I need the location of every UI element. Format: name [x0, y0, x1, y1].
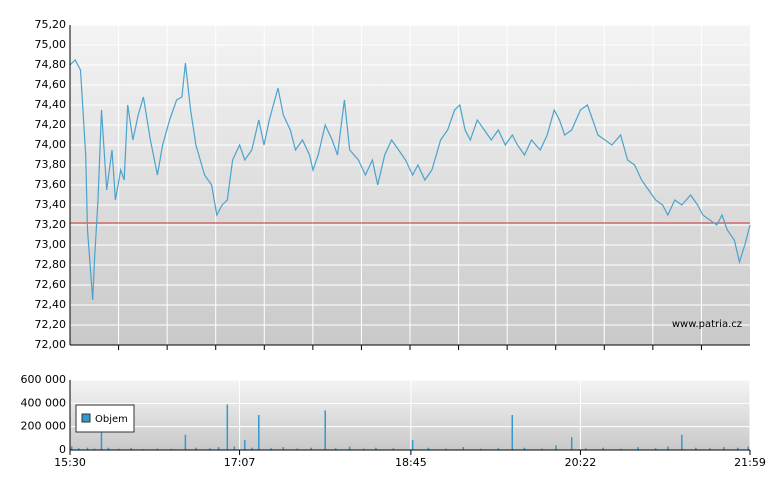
- volume-bar: [184, 434, 187, 450]
- y-tick-label: 72,60: [35, 278, 67, 291]
- y-tick-label: 74,20: [35, 118, 67, 131]
- volume-bar: [118, 448, 120, 450]
- volume-bar: [100, 432, 103, 450]
- volume-bar: [310, 447, 312, 450]
- y-tick-label: 400 000: [21, 396, 67, 409]
- y-tick-label: 73,60: [35, 178, 67, 191]
- volume-bar: [334, 448, 337, 450]
- x-tick-label: 21:59: [734, 456, 766, 469]
- y-tick-label: 72,80: [35, 258, 67, 271]
- volume-bar: [251, 447, 253, 450]
- y-tick-label: 73,40: [35, 198, 67, 211]
- volume-bar: [541, 448, 543, 450]
- volume-bar: [86, 447, 89, 450]
- volume-bar: [619, 448, 622, 450]
- volume-bar: [324, 410, 326, 450]
- volume-bar: [209, 448, 211, 450]
- volume-bar: [480, 448, 482, 450]
- legend-label: Objem: [95, 414, 128, 425]
- volume-bar: [226, 404, 229, 450]
- y-tick-label: 73,80: [35, 158, 67, 171]
- legend-swatch: [81, 413, 91, 423]
- volume-bar: [570, 437, 573, 450]
- volume-bar: [681, 434, 683, 450]
- price-line: [69, 59, 751, 301]
- volume-bar: [654, 448, 657, 450]
- volume-bar: [511, 415, 514, 450]
- y-tick-label: 72,20: [35, 318, 67, 331]
- volume-bar: [602, 447, 604, 450]
- y-tick-label: 200 000: [21, 420, 67, 433]
- volume-bar: [296, 448, 298, 450]
- y-tick-label: 72,40: [35, 298, 67, 311]
- volume-bar: [362, 448, 365, 450]
- watermark: www.patria.cz: [672, 319, 742, 330]
- volume-bar: [737, 447, 739, 450]
- volume-bar: [70, 446, 73, 450]
- volume-bar: [217, 447, 220, 450]
- volume-bar: [282, 447, 285, 450]
- volume-plot-area: [70, 380, 750, 450]
- volume-bar: [667, 446, 669, 450]
- volume-bar: [462, 447, 465, 450]
- x-tick-label: 17:07: [224, 456, 256, 469]
- x-tick-label: 15:30: [54, 456, 86, 469]
- volume-bar: [747, 446, 750, 450]
- volume-bar: [411, 440, 414, 450]
- volume-bar: [107, 447, 110, 450]
- y-tick-label: 74,00: [35, 138, 67, 151]
- y-tick-label: 600 000: [21, 373, 67, 386]
- volume-bar: [584, 448, 587, 450]
- volume-bar: [258, 415, 260, 450]
- y-tick-label: 74,60: [35, 78, 67, 91]
- y-tick-label: 0: [59, 443, 66, 456]
- volume-bar: [523, 447, 526, 450]
- volume-bar: [427, 447, 430, 450]
- volume-bar: [375, 447, 377, 450]
- volume-bar: [233, 446, 236, 450]
- volume-bar: [709, 448, 711, 450]
- volume-bar: [130, 447, 132, 450]
- legend-box: [75, 404, 135, 433]
- y-tick-label: 73,20: [35, 218, 67, 231]
- x-tick-label: 18:45: [395, 456, 427, 469]
- y-tick-label: 72,00: [35, 338, 67, 351]
- volume-bar: [156, 448, 159, 450]
- volume-bar: [555, 445, 557, 450]
- volume-bar: [392, 448, 395, 450]
- volume-bar: [93, 448, 96, 450]
- volume-bar: [637, 447, 639, 450]
- y-tick-label: 73,00: [35, 238, 67, 251]
- volume-bar: [244, 440, 246, 450]
- x-tick-label: 20:22: [565, 456, 597, 469]
- volume-bar: [195, 447, 197, 450]
- y-tick-label: 74,40: [35, 98, 67, 111]
- volume-bar: [170, 448, 173, 450]
- volume-bar: [497, 448, 500, 450]
- y-tick-label: 74,80: [35, 58, 67, 71]
- volume-bar: [445, 448, 447, 450]
- y-tick-label: 75,20: [35, 18, 67, 31]
- volume-bar: [695, 447, 697, 450]
- volume-bar: [270, 448, 272, 450]
- y-tick-label: 75,00: [35, 38, 67, 51]
- volume-bar: [77, 448, 80, 450]
- volume-bar: [723, 447, 725, 450]
- volume-bar: [348, 446, 351, 450]
